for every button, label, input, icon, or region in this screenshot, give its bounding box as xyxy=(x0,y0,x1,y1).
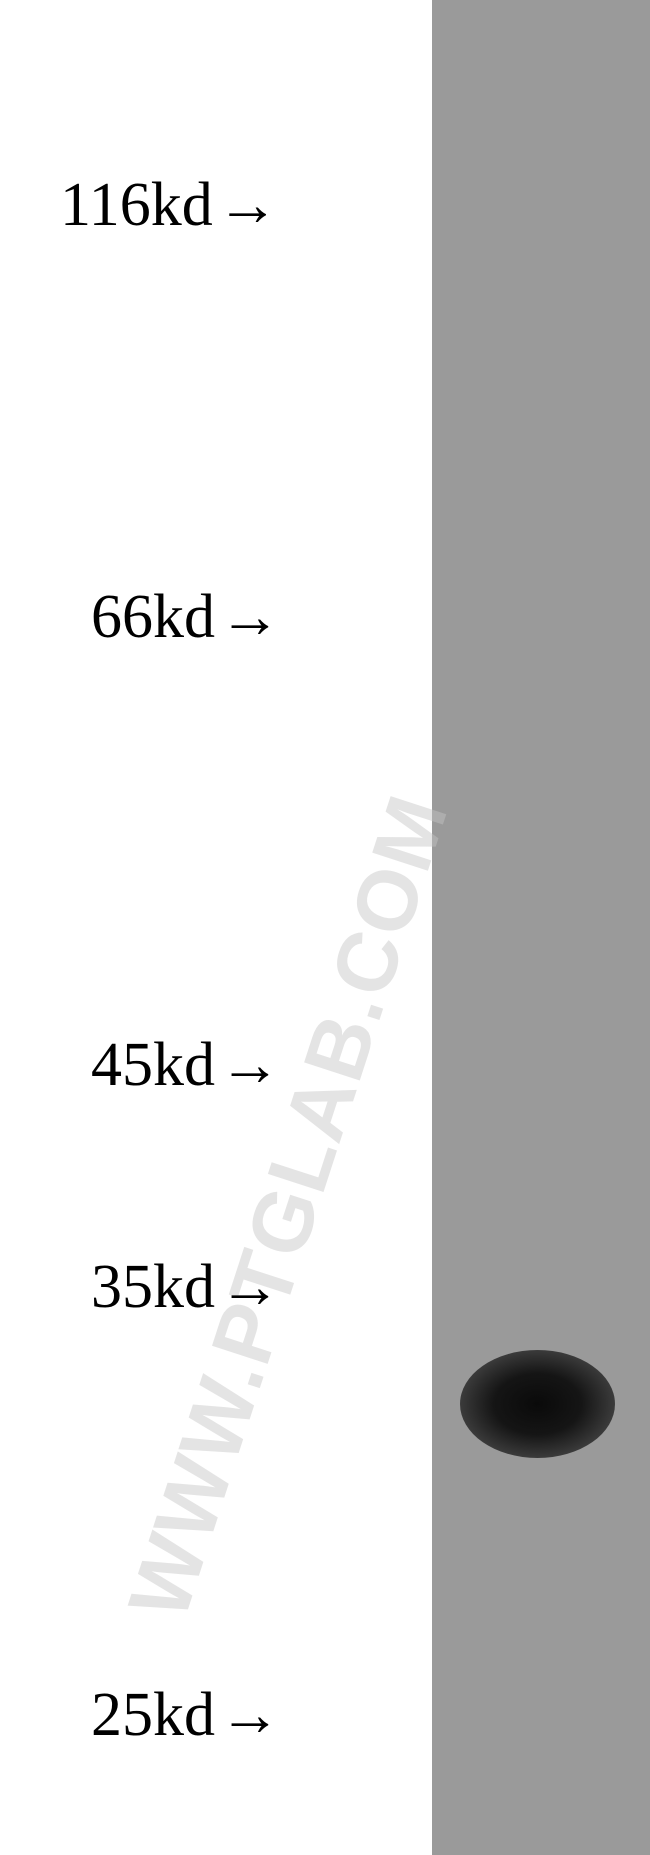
arrow-icon: → xyxy=(217,170,279,241)
protein-band xyxy=(460,1350,615,1458)
marker-label-text: 116kd xyxy=(60,170,213,241)
arrow-icon: → xyxy=(219,582,281,653)
blot-lane xyxy=(432,0,650,1855)
marker-66kd: 66kd→ xyxy=(91,582,281,653)
watermark-text: WWW.PTGLAB.COM xyxy=(110,783,469,1630)
marker-25kd: 25kd→ xyxy=(91,1680,281,1751)
marker-label-text: 35kd xyxy=(91,1252,215,1323)
arrow-icon: → xyxy=(219,1030,281,1101)
marker-45kd: 45kd→ xyxy=(91,1030,281,1101)
marker-label-text: 66kd xyxy=(91,582,215,653)
western-blot-container: WWW.PTGLAB.COM 116kd→ 66kd→ 45kd→ 35kd→ … xyxy=(0,0,650,1855)
arrow-icon: → xyxy=(219,1252,281,1323)
arrow-icon: → xyxy=(219,1680,281,1751)
marker-35kd: 35kd→ xyxy=(91,1252,281,1323)
marker-116kd: 116kd→ xyxy=(60,170,279,241)
marker-label-text: 25kd xyxy=(91,1680,215,1751)
marker-label-text: 45kd xyxy=(91,1030,215,1101)
